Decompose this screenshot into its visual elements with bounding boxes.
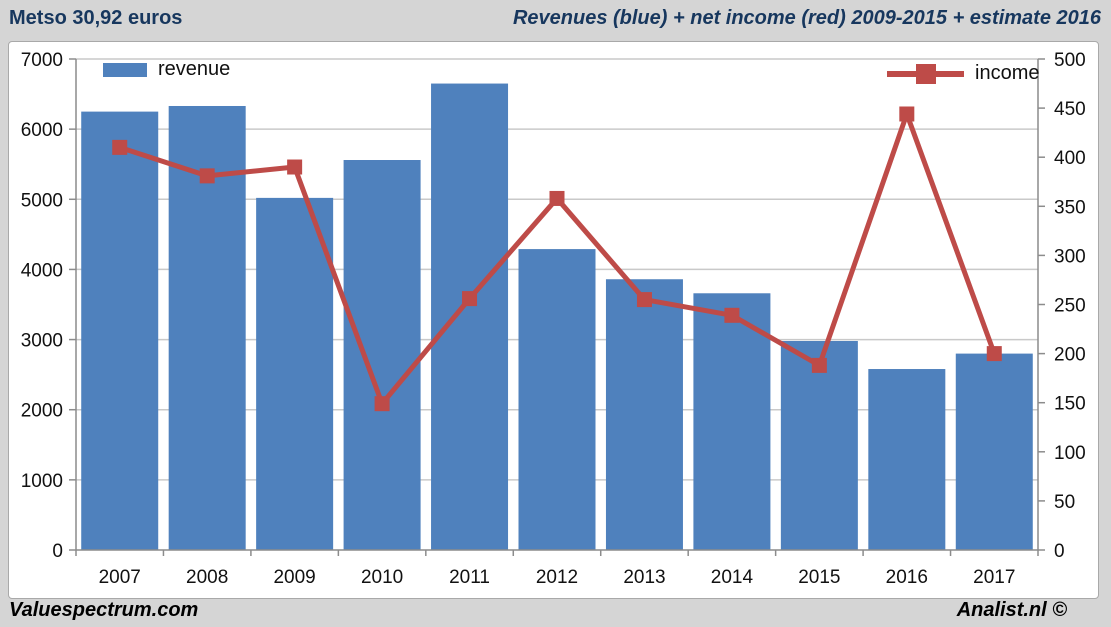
revenue-bar-2014 [693, 293, 771, 550]
revenue-bar-2012 [518, 249, 596, 550]
revenue-bar-2017 [955, 353, 1033, 550]
left-axis-label: 4000 [21, 260, 63, 281]
income-point-2010 [374, 396, 390, 412]
income-point-2016 [899, 106, 915, 122]
income-point-2007 [112, 139, 128, 155]
left-axis-label: 6000 [21, 120, 63, 141]
x-axis-label: 2010 [361, 567, 403, 588]
revenue-bar-2013 [605, 279, 683, 550]
x-axis-label: 2009 [273, 567, 315, 588]
left-axis-label: 3000 [21, 331, 63, 352]
revenue-bar-2016 [868, 369, 946, 550]
income-point-2012 [549, 190, 565, 206]
left-axis-label: 7000 [21, 50, 63, 71]
right-axis-label: 150 [1054, 394, 1086, 415]
x-axis-label: 2008 [186, 567, 228, 588]
income-marker-icon [915, 63, 936, 84]
x-axis-label: 2011 [449, 567, 490, 588]
income-point-2009 [287, 159, 303, 175]
legend-revenue-label: revenue [158, 58, 231, 80]
income-point-2013 [636, 292, 652, 308]
right-axis-label: 100 [1054, 443, 1086, 464]
right-axis-label: 0 [1054, 541, 1065, 562]
revenue-bar-2011 [431, 83, 509, 551]
right-axis-label: 250 [1054, 296, 1086, 317]
right-axis-label: 300 [1054, 246, 1086, 267]
left-axis-label: 1000 [21, 471, 63, 492]
chart-title-left: Metso 30,92 euros [9, 7, 183, 29]
left-axis-label: 2000 [21, 401, 63, 422]
combo-chart: 0 1000 2000 3000 4000 5000 6000 7000 0 50 100 150 20… [21, 50, 1086, 588]
footer-source-left: Valuespectrum.com [9, 599, 199, 621]
legend-income: income [887, 62, 1039, 85]
x-axis-label: 2007 [99, 567, 141, 588]
income-line-icon [887, 63, 964, 84]
x-axis-label: 2016 [886, 567, 928, 588]
x-axis-label: 2013 [623, 567, 665, 588]
revenue-bar-2015 [780, 340, 858, 550]
legend-revenue: revenue [103, 58, 230, 81]
right-axis-label: 450 [1054, 99, 1086, 120]
left-axis-label: 5000 [21, 190, 63, 211]
right-axis-label: 500 [1054, 50, 1086, 71]
x-axis-label: 2015 [798, 567, 840, 588]
revenue-bar-2009 [256, 197, 334, 550]
income-point-2008 [199, 168, 215, 184]
x-axis-label: 2014 [711, 567, 754, 588]
chart-area: 0 1000 2000 3000 4000 5000 6000 7000 0 50 100 150 20… [8, 41, 1099, 599]
revenue-swatch-icon [103, 62, 147, 77]
x-axis-label: 2012 [536, 567, 578, 588]
revenue-bar-2007 [81, 111, 159, 550]
x-axis-label: 2017 [973, 567, 1015, 588]
right-axis-label: 200 [1054, 345, 1086, 366]
right-axis-label: 50 [1054, 492, 1075, 513]
income-point-2017 [986, 346, 1002, 362]
right-axis-label: 350 [1054, 197, 1086, 218]
chart-title-right: Revenues (blue) + net income (red) 2009-… [512, 7, 1101, 29]
income-point-2015 [811, 357, 827, 373]
right-axis-label: 400 [1054, 148, 1086, 169]
footer-source-right: Analist.nl © [956, 599, 1067, 621]
legend-income-label: income [975, 62, 1040, 84]
left-axis-label: 0 [52, 541, 63, 562]
income-point-2011 [462, 291, 478, 307]
revenue-bar-2010 [343, 160, 421, 550]
income-point-2014 [724, 307, 740, 323]
